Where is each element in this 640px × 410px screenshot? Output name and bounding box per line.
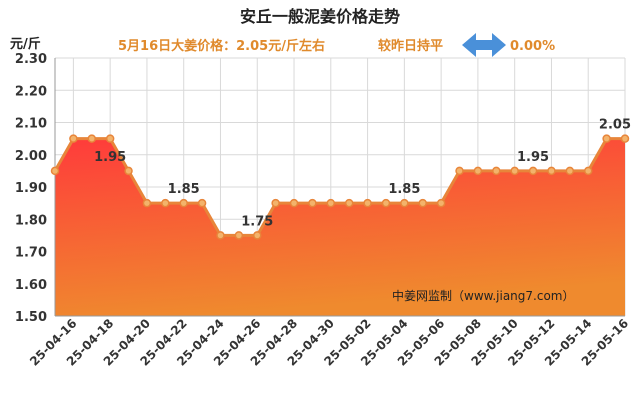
data-point	[161, 198, 170, 208]
data-point	[473, 166, 483, 176]
data-point	[400, 198, 409, 208]
data-point	[528, 166, 538, 176]
y-tick-label: 1.70	[15, 246, 47, 261]
data-label: 2.05	[599, 118, 631, 133]
data-point	[69, 134, 78, 143]
data-label: 1.85	[388, 182, 420, 197]
data-point	[124, 166, 133, 176]
data-point	[326, 198, 336, 208]
source-watermark: 中姜网监制（www.jiang7.com）	[392, 288, 574, 303]
comparison-label: 较昨日持平	[378, 38, 443, 54]
data-label: 1.85	[168, 182, 200, 197]
comparison-value: 0.00%	[510, 39, 555, 54]
y-tick-label: 1.90	[15, 181, 47, 196]
x-tick-labels: 25-04-1625-04-1825-04-2025-04-2225-04-24…	[27, 316, 631, 368]
y-tick-label: 2.00	[15, 149, 47, 164]
data-point	[216, 231, 225, 240]
chart-subtitle: 5月16日大姜价格：2.05元/斤左右	[118, 38, 325, 54]
y-tick-label: 2.20	[15, 84, 47, 99]
data-point	[344, 198, 354, 208]
data-markers	[50, 134, 630, 240]
data-point	[363, 198, 372, 208]
y-tick-labels: 1.50 1.60 1.70 1.80 1.90 2.00 2.10 2.20 2.30	[15, 52, 47, 325]
data-point	[620, 134, 630, 143]
data-point	[455, 166, 464, 176]
data-point	[492, 166, 501, 176]
data-label: 1.75	[241, 214, 273, 229]
data-point	[565, 166, 575, 176]
data-label: 1.95	[94, 150, 126, 165]
data-point	[418, 198, 427, 208]
data-point	[271, 198, 280, 208]
y-tick-label: 2.10	[15, 117, 47, 132]
y-tick-label: 1.60	[15, 278, 47, 293]
area-shape	[55, 138, 625, 316]
data-point	[602, 134, 611, 143]
data-point	[105, 134, 115, 143]
data-point	[87, 134, 97, 143]
data-point	[179, 198, 188, 208]
data-point	[510, 166, 519, 176]
chart-title: 安丘一般泥姜价格走势	[240, 7, 400, 26]
double-arrow-icon	[462, 33, 506, 57]
data-point	[197, 198, 207, 208]
axes	[54, 58, 625, 317]
data-point	[289, 198, 299, 208]
y-axis-unit: 元/斤	[10, 36, 41, 52]
data-point	[50, 166, 60, 176]
data-point	[308, 198, 317, 208]
data-label: 1.95	[517, 150, 549, 165]
area-fill	[55, 138, 625, 316]
data-point	[142, 198, 152, 208]
data-point	[547, 166, 556, 176]
data-point	[583, 166, 593, 176]
y-tick-label: 1.50	[15, 310, 47, 325]
data-point	[381, 198, 391, 208]
data-labels: 1.95 1.85 1.75 1.85 1.95 2.05	[94, 118, 631, 230]
data-point	[234, 231, 244, 240]
data-point	[436, 198, 446, 208]
data-point	[253, 231, 262, 240]
y-tick-label: 2.30	[15, 52, 47, 67]
y-tick-label: 1.80	[15, 213, 47, 228]
